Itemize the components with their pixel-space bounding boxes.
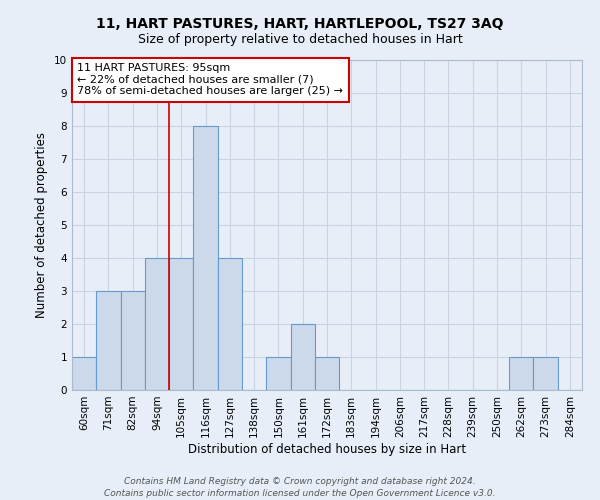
Bar — [218, 258, 242, 390]
Y-axis label: Number of detached properties: Number of detached properties — [35, 132, 49, 318]
Text: Size of property relative to detached houses in Hart: Size of property relative to detached ho… — [137, 32, 463, 46]
Text: Contains HM Land Registry data © Crown copyright and database right 2024.
Contai: Contains HM Land Registry data © Crown c… — [104, 476, 496, 498]
Bar — [315, 357, 339, 390]
Bar — [193, 126, 218, 390]
Text: 11 HART PASTURES: 95sqm
← 22% of detached houses are smaller (7)
78% of semi-det: 11 HART PASTURES: 95sqm ← 22% of detache… — [77, 64, 343, 96]
Bar — [509, 357, 533, 390]
Bar — [290, 324, 315, 390]
Text: 11, HART PASTURES, HART, HARTLEPOOL, TS27 3AQ: 11, HART PASTURES, HART, HARTLEPOOL, TS2… — [96, 18, 504, 32]
Bar — [121, 291, 145, 390]
Bar — [169, 258, 193, 390]
Bar — [96, 291, 121, 390]
Bar — [145, 258, 169, 390]
Bar — [266, 357, 290, 390]
X-axis label: Distribution of detached houses by size in Hart: Distribution of detached houses by size … — [188, 442, 466, 456]
Bar — [72, 357, 96, 390]
Bar — [533, 357, 558, 390]
